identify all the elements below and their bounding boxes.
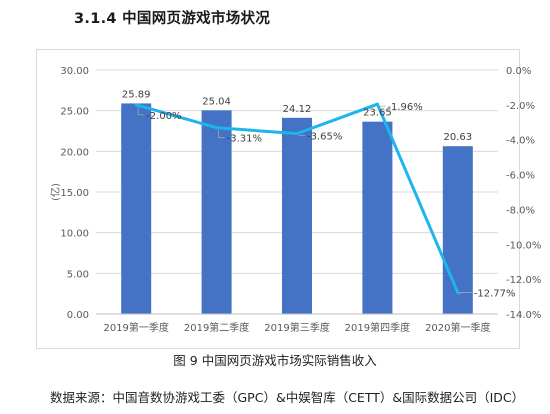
y-tick-label: 5.00	[67, 269, 89, 280]
y2-tick-label: 0.0%	[506, 66, 531, 77]
bar-value-label: 24.12	[283, 104, 312, 115]
line-value-label: -12.77%	[474, 289, 516, 300]
line-series	[134, 102, 460, 295]
bar-value-label: 25.04	[202, 96, 231, 107]
line-value-label: -2.00%	[146, 111, 181, 122]
bar	[442, 146, 473, 314]
y-tick-label: 20.00	[60, 147, 89, 158]
line-value-label: -1.96%	[387, 102, 422, 113]
y2-tick-label: -14.0%	[506, 310, 541, 321]
line-point	[215, 126, 219, 130]
y2-tick-label: -12.0%	[506, 275, 541, 286]
bar	[201, 110, 232, 314]
bars	[121, 103, 473, 314]
x-tick-label: 2020第一季度	[425, 321, 490, 334]
y-tick-label: 0.00	[67, 310, 89, 321]
line-point	[295, 132, 299, 136]
y-tick-label: 30.00	[60, 66, 89, 77]
y2-tick-label: -10.0%	[506, 240, 541, 251]
bar	[282, 117, 312, 314]
y2-tick-label: -2.0%	[506, 101, 535, 112]
x-tick-label: 2019第一季度	[103, 321, 168, 334]
line-point	[134, 103, 138, 107]
data-labels: 25.89 25.04 24.12 23.65 20.63 -2.00% -3.31% -3.…	[122, 89, 516, 299]
line-point	[375, 102, 379, 106]
bar-value-label: 20.63	[443, 132, 472, 143]
bar-value-label: 23.65	[363, 108, 392, 119]
line-point	[456, 291, 460, 295]
leader-line	[137, 106, 145, 116]
line-value-label: -3.31%	[227, 134, 262, 145]
x-tick-label: 2019第二季度	[184, 321, 249, 334]
bar-value-label: 25.89	[122, 89, 151, 100]
x-tick-label: 2019第三季度	[264, 321, 329, 334]
leader-line	[218, 129, 225, 139]
line-value-label: -3.65%	[307, 132, 342, 143]
y2-tick-label: -8.0%	[506, 205, 535, 216]
leader-line	[459, 292, 472, 295]
y-axis-label: (亿)	[49, 183, 62, 201]
axes: 0.00 5.00 10.00 15.00 20.00 25.00 30.00 -14.0% -…	[49, 66, 541, 334]
data-source-note: 数据来源：中国音数协游戏工委（GPC）&中娱智库（CETT）&国际数据公司（ID…	[50, 390, 525, 405]
section-heading: 3.1.4 中国网页游戏市场状况	[74, 11, 271, 27]
bar	[362, 121, 393, 314]
y2-tick-label: -6.0%	[506, 171, 535, 182]
y-tick-label: 25.00	[60, 107, 89, 118]
chart-frame	[36, 49, 520, 349]
y-tick-label: 10.00	[60, 229, 89, 240]
figure-caption: 图 9 中国网页游戏市场实际销售收入	[173, 353, 377, 368]
y2-tick-label: -4.0%	[506, 136, 535, 147]
y-tick-label: 15.00	[60, 188, 89, 199]
x-tick-label: 2019第四季度	[345, 321, 410, 334]
bar	[121, 103, 152, 314]
